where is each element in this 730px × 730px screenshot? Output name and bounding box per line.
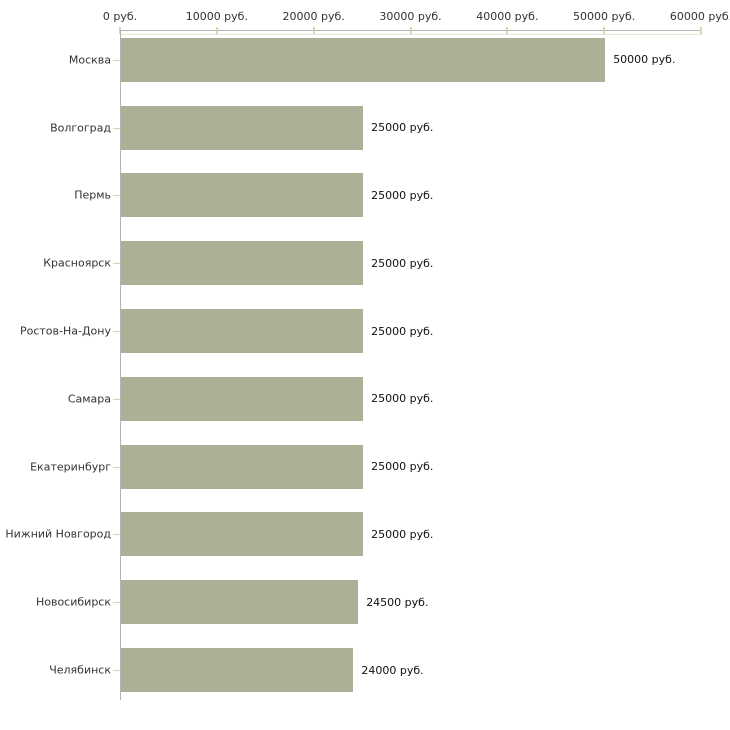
bar-line: 25000 руб. [121, 433, 433, 501]
bar [121, 309, 364, 354]
x-axis-tick-label: 50000 руб. [573, 10, 636, 23]
category-label: Челябинск [49, 663, 111, 677]
category-tick-icon [113, 602, 120, 604]
bar-row: Новосибирск 24500 руб. [0, 568, 730, 636]
bar-line: 25000 руб. [121, 501, 433, 569]
bar-row: Челябинск 24000 руб. [0, 636, 730, 704]
x-axis-tick-icon [603, 27, 606, 34]
bar-row: Волгоград 25000 руб. [0, 94, 730, 162]
category-label: Пермь [74, 188, 111, 202]
category-label: Красноярск [43, 256, 111, 270]
bar [121, 37, 606, 82]
category-tick-icon [113, 263, 120, 265]
bar-row: Москва 50000 руб. [0, 26, 730, 94]
x-axis-shadow-line [120, 34, 702, 35]
bar [121, 444, 364, 489]
bar-line: 25000 руб. [121, 229, 433, 297]
category-label: Екатеринбург [30, 460, 111, 474]
category-tick-icon [113, 398, 120, 400]
chart-rows: Москва 50000 руб. Волгоград 25000 руб. П… [0, 26, 730, 704]
category-tick-icon [113, 466, 120, 468]
bar-line: 25000 руб. [121, 297, 433, 365]
x-axis-tick-label: 10000 руб. [185, 10, 248, 23]
x-axis-tick-label: 30000 руб. [379, 10, 442, 23]
bar-row: Красноярск 25000 руб. [0, 229, 730, 297]
value-label: 25000 руб. [371, 324, 434, 338]
bar-line: 24000 руб. [121, 636, 424, 704]
value-label: 25000 руб. [371, 460, 434, 474]
y-axis-line [120, 30, 121, 700]
bar-line: 50000 руб. [121, 26, 675, 94]
x-axis-tick-icon [506, 27, 509, 34]
category-tick-icon [113, 534, 120, 536]
x-axis-tick-label: 0 руб. [102, 10, 138, 23]
category-tick-icon [113, 670, 120, 672]
category-tick-icon [113, 59, 120, 61]
bar [121, 241, 364, 286]
category-tick-icon [113, 331, 120, 333]
bar-line: 25000 руб. [121, 162, 433, 230]
category-label: Новосибирск [35, 595, 111, 609]
bar [121, 648, 354, 693]
category-tick-icon [113, 195, 120, 197]
value-label: 25000 руб. [371, 188, 434, 202]
bar [121, 105, 364, 150]
value-label: 25000 руб. [371, 121, 434, 135]
category-label: Волгоград [50, 121, 111, 135]
x-axis-tick-label: 40000 руб. [476, 10, 539, 23]
value-label: 50000 руб. [613, 53, 676, 67]
category-label: Самара [67, 392, 111, 406]
bar-row: Пермь 25000 руб. [0, 162, 730, 230]
x-axis-tick-label: 20000 руб. [282, 10, 345, 23]
bar-line: 24500 руб. [121, 568, 428, 636]
bar [121, 173, 364, 218]
x-axis-tick-icon [409, 27, 412, 34]
x-axis-tick-icon [312, 27, 315, 34]
bar-row: Ростов-На-Дону 25000 руб. [0, 297, 730, 365]
bar-line: 25000 руб. [121, 365, 433, 433]
x-axis-tick-icon [215, 27, 218, 34]
value-label: 24000 руб. [361, 663, 424, 677]
bar [121, 580, 359, 625]
bar [121, 512, 364, 557]
bar-row: Самара 25000 руб. [0, 365, 730, 433]
value-label: 24500 руб. [366, 595, 429, 609]
bar-row: Екатеринбург 25000 руб. [0, 433, 730, 501]
category-label: Москва [68, 53, 111, 67]
x-axis-tick-label: 60000 руб. [669, 10, 730, 23]
category-tick-icon [113, 127, 120, 129]
category-label: Нижний Новгород [5, 527, 111, 541]
category-label: Ростов-На-Дону [19, 324, 111, 338]
value-label: 25000 руб. [371, 256, 434, 270]
bar [121, 376, 364, 421]
value-label: 25000 руб. [371, 527, 434, 541]
bar-line: 25000 руб. [121, 94, 433, 162]
value-label: 25000 руб. [371, 392, 434, 406]
bar-row: Нижний Новгород 25000 руб. [0, 501, 730, 569]
x-axis-tick-icon [700, 27, 702, 34]
